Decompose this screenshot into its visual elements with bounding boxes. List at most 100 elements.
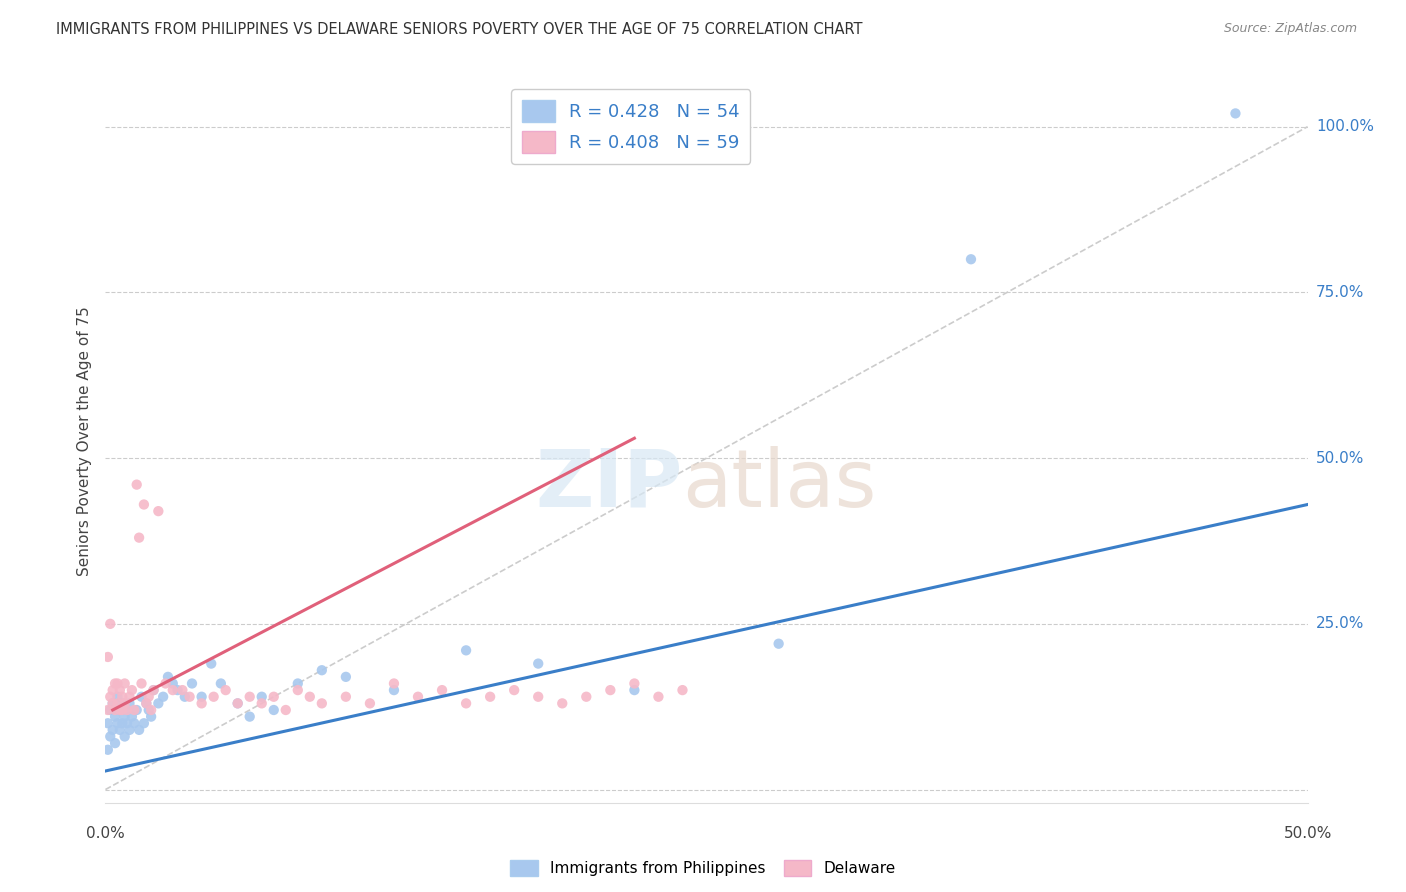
Point [960,252,983,267]
Point [98,690,121,704]
Point [114,709,136,723]
Point [311,697,333,711]
Point [107,697,129,711]
Point [125,703,148,717]
Point [172,683,194,698]
Point [239,690,262,704]
Point [107,676,129,690]
Point [135,697,157,711]
Point [101,723,124,737]
Point [148,697,170,711]
Point [274,703,297,717]
Point [454,697,477,711]
Point [97,716,120,731]
Point [131,676,153,690]
Point [671,683,693,698]
Y-axis label: Seniors Poverty Over the Age of 75: Seniors Poverty Over the Age of 75 [77,307,93,576]
Point [382,676,405,690]
Point [111,690,134,704]
Point [101,683,124,698]
Point [156,670,179,684]
Point [768,637,790,651]
Point [179,690,201,704]
Point [226,697,249,711]
Point [263,703,285,717]
Text: 50.0%: 50.0% [1316,450,1364,466]
Point [527,690,550,704]
Point [125,477,148,491]
Point [115,716,138,731]
Text: Source: ZipAtlas.com: Source: ZipAtlas.com [1223,22,1357,36]
Legend: Immigrants from Philippines, Delaware: Immigrants from Philippines, Delaware [505,855,901,882]
Legend: R = 0.428   N = 54, R = 0.408   N = 59: R = 0.428 N = 54, R = 0.408 N = 59 [512,89,751,164]
Point [101,697,124,711]
Point [118,697,141,711]
Point [527,657,550,671]
Point [111,697,134,711]
Point [97,743,120,757]
Point [98,616,121,631]
Point [138,690,160,704]
Point [142,683,165,698]
Point [121,683,143,698]
Text: 100.0%: 100.0% [1316,120,1374,134]
Point [104,676,127,690]
Point [263,690,285,704]
Point [311,663,333,677]
Point [250,697,273,711]
Text: 0.0%: 0.0% [86,826,125,841]
Point [111,716,134,731]
Point [138,703,160,717]
Point [623,683,645,698]
Point [139,709,162,723]
Point [250,690,273,704]
Point [575,690,598,704]
Point [108,703,131,717]
Point [101,697,124,711]
Point [200,657,222,671]
Point [166,683,188,698]
Point [209,676,232,690]
Point [551,697,574,711]
Point [181,676,204,690]
Point [239,709,262,723]
Point [406,690,429,704]
Point [190,690,212,704]
Point [118,690,141,704]
Text: IMMIGRANTS FROM PHILIPPINES VS DELAWARE SENIORS POVERTY OVER THE AGE OF 75 CORRE: IMMIGRANTS FROM PHILIPPINES VS DELAWARE … [56,22,863,37]
Point [132,498,155,512]
Point [479,690,502,704]
Point [108,683,131,698]
Point [104,736,127,750]
Point [335,690,357,704]
Text: 50.0%: 50.0% [1284,826,1331,841]
Point [599,683,621,698]
Point [142,683,165,698]
Point [335,670,357,684]
Point [114,697,136,711]
Point [162,683,184,698]
Text: ZIP: ZIP [536,446,682,524]
Point [139,703,162,717]
Point [124,716,146,731]
Point [115,703,138,717]
Point [124,703,146,717]
Point [128,723,150,737]
Point [114,730,136,744]
Point [108,703,131,717]
Point [287,683,309,698]
Text: 75.0%: 75.0% [1316,285,1364,300]
Point [430,683,453,698]
Point [107,716,129,731]
Point [503,683,526,698]
Point [298,690,321,704]
Point [104,709,127,723]
Point [108,723,131,737]
Point [214,683,236,698]
Point [148,504,170,518]
Point [287,676,309,690]
Point [190,697,212,711]
Point [97,650,120,665]
Point [114,676,136,690]
Point [118,723,141,737]
